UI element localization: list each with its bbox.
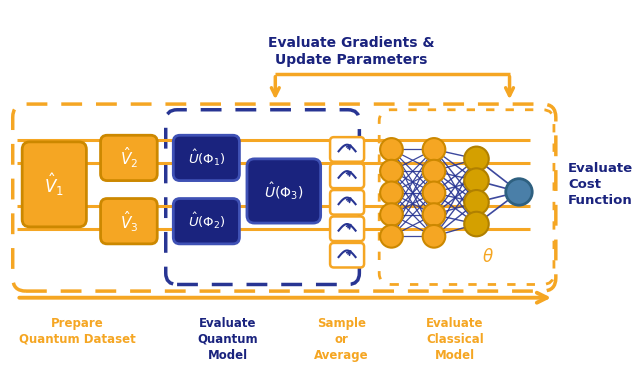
- FancyBboxPatch shape: [330, 190, 364, 215]
- Circle shape: [464, 190, 489, 215]
- FancyBboxPatch shape: [247, 159, 321, 223]
- Text: Evaluate
Quantum
Model: Evaluate Quantum Model: [198, 317, 259, 362]
- FancyBboxPatch shape: [100, 135, 157, 181]
- Circle shape: [380, 203, 403, 226]
- FancyBboxPatch shape: [173, 135, 239, 181]
- Circle shape: [506, 179, 532, 205]
- Text: $\theta$: $\theta$: [482, 248, 493, 266]
- FancyBboxPatch shape: [330, 163, 364, 188]
- Circle shape: [464, 168, 489, 193]
- Circle shape: [380, 160, 403, 182]
- Text: $\hat{U}(\Phi_2)$: $\hat{U}(\Phi_2)$: [188, 211, 225, 231]
- Text: Prepare
Quantum Dataset: Prepare Quantum Dataset: [19, 317, 135, 346]
- Circle shape: [422, 138, 445, 161]
- Text: $\hat{V}_3$: $\hat{V}_3$: [120, 209, 138, 234]
- Circle shape: [422, 203, 445, 226]
- Text: $\hat{U}(\Phi_1)$: $\hat{U}(\Phi_1)$: [188, 148, 225, 168]
- Circle shape: [422, 225, 445, 248]
- FancyBboxPatch shape: [22, 142, 86, 227]
- Circle shape: [380, 225, 403, 248]
- Text: Evaluate Gradients &
Update Parameters: Evaluate Gradients & Update Parameters: [268, 36, 434, 67]
- Circle shape: [380, 181, 403, 204]
- Text: $\hat{V}_2$: $\hat{V}_2$: [120, 146, 138, 170]
- Text: Evaluate
Cost
Function: Evaluate Cost Function: [568, 162, 633, 207]
- Circle shape: [464, 212, 489, 236]
- Circle shape: [422, 181, 445, 204]
- FancyBboxPatch shape: [100, 199, 157, 244]
- Text: $\hat{U}(\Phi_3)$: $\hat{U}(\Phi_3)$: [264, 180, 303, 202]
- FancyBboxPatch shape: [330, 216, 364, 241]
- FancyBboxPatch shape: [330, 137, 364, 162]
- FancyBboxPatch shape: [330, 243, 364, 267]
- Text: Sample
or
Average: Sample or Average: [314, 317, 369, 362]
- Circle shape: [380, 138, 403, 161]
- Text: Evaluate
Classical
Model: Evaluate Classical Model: [426, 317, 484, 362]
- Text: $\hat{V}_1$: $\hat{V}_1$: [44, 171, 64, 198]
- FancyBboxPatch shape: [173, 199, 239, 244]
- Circle shape: [464, 147, 489, 171]
- Circle shape: [422, 160, 445, 182]
